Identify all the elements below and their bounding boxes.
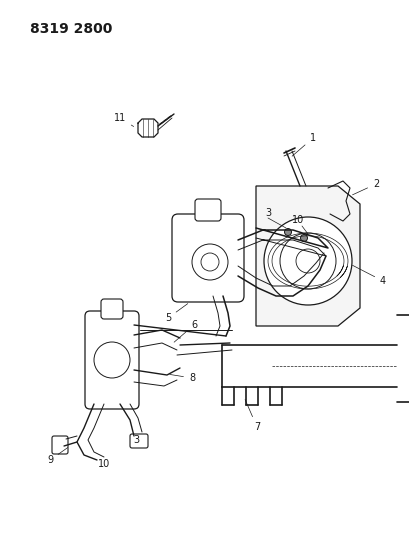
Text: 2: 2 <box>352 179 378 195</box>
Circle shape <box>263 217 351 305</box>
Circle shape <box>284 229 291 236</box>
FancyBboxPatch shape <box>172 214 243 302</box>
Text: 5: 5 <box>164 304 187 323</box>
Text: 9: 9 <box>47 448 67 465</box>
FancyBboxPatch shape <box>85 311 139 409</box>
Text: 3: 3 <box>264 208 270 218</box>
Text: 7: 7 <box>245 400 259 432</box>
Polygon shape <box>255 186 359 326</box>
Text: 8: 8 <box>169 373 195 383</box>
Text: 1: 1 <box>291 133 315 156</box>
FancyBboxPatch shape <box>130 434 148 448</box>
FancyBboxPatch shape <box>195 199 220 221</box>
FancyBboxPatch shape <box>101 299 123 319</box>
Text: 11: 11 <box>114 113 133 126</box>
Text: 10: 10 <box>291 215 303 225</box>
Text: 8319 2800: 8319 2800 <box>30 22 112 36</box>
Text: 3: 3 <box>133 435 139 445</box>
FancyBboxPatch shape <box>52 436 68 454</box>
Text: 6: 6 <box>174 320 197 342</box>
Text: 10: 10 <box>98 459 110 469</box>
Circle shape <box>300 235 307 241</box>
Text: 4: 4 <box>352 265 385 286</box>
